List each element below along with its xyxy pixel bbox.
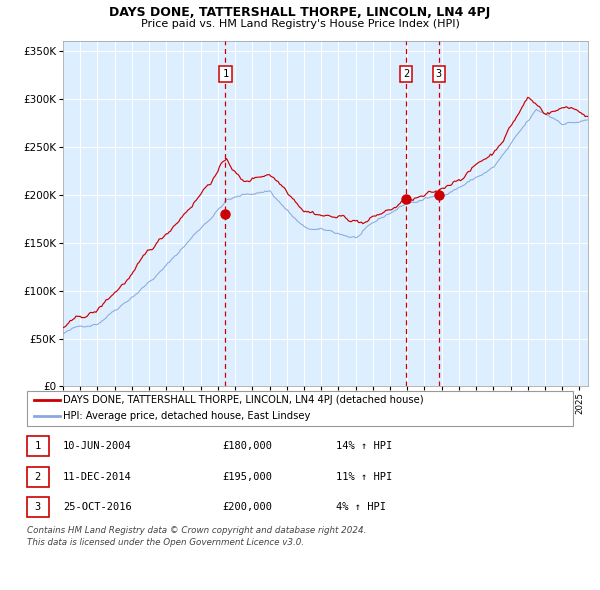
Text: 14% ↑ HPI: 14% ↑ HPI bbox=[336, 441, 392, 451]
Text: DAYS DONE, TATTERSHALL THORPE, LINCOLN, LN4 4PJ: DAYS DONE, TATTERSHALL THORPE, LINCOLN, … bbox=[109, 6, 491, 19]
Text: DAYS DONE, TATTERSHALL THORPE, LINCOLN, LN4 4PJ (detached house): DAYS DONE, TATTERSHALL THORPE, LINCOLN, … bbox=[63, 395, 424, 405]
Text: This data is licensed under the Open Government Licence v3.0.: This data is licensed under the Open Gov… bbox=[27, 538, 304, 547]
Text: 11% ↑ HPI: 11% ↑ HPI bbox=[336, 472, 392, 481]
Text: £195,000: £195,000 bbox=[222, 472, 272, 481]
Text: 3: 3 bbox=[35, 503, 41, 512]
Text: 2: 2 bbox=[403, 69, 409, 79]
Text: 1: 1 bbox=[223, 69, 229, 79]
Text: 10-JUN-2004: 10-JUN-2004 bbox=[63, 441, 132, 451]
Text: 11-DEC-2014: 11-DEC-2014 bbox=[63, 472, 132, 481]
Text: 25-OCT-2016: 25-OCT-2016 bbox=[63, 503, 132, 512]
Text: 3: 3 bbox=[436, 69, 442, 79]
Text: Contains HM Land Registry data © Crown copyright and database right 2024.: Contains HM Land Registry data © Crown c… bbox=[27, 526, 367, 535]
Text: Price paid vs. HM Land Registry's House Price Index (HPI): Price paid vs. HM Land Registry's House … bbox=[140, 19, 460, 29]
Text: £180,000: £180,000 bbox=[222, 441, 272, 451]
Text: £200,000: £200,000 bbox=[222, 503, 272, 512]
Text: HPI: Average price, detached house, East Lindsey: HPI: Average price, detached house, East… bbox=[63, 411, 310, 421]
Text: 4% ↑ HPI: 4% ↑ HPI bbox=[336, 503, 386, 512]
Text: 1: 1 bbox=[35, 441, 41, 451]
Text: 2: 2 bbox=[35, 472, 41, 481]
